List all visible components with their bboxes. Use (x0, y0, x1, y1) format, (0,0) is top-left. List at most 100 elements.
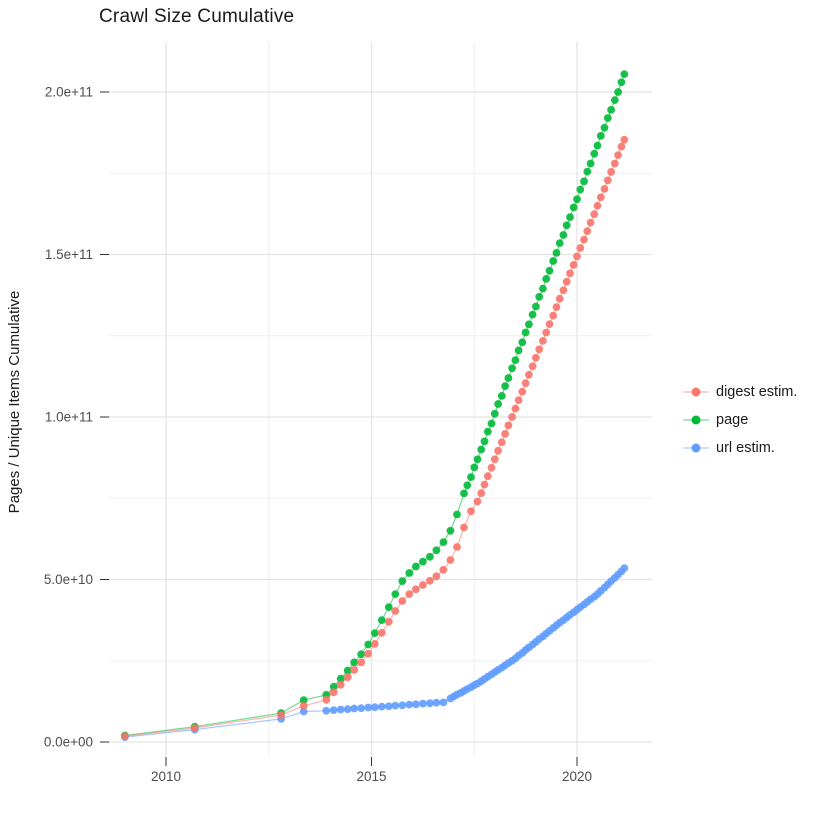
data-point (569, 261, 578, 269)
data-point (370, 629, 379, 637)
data-point (477, 445, 486, 454)
data-point (600, 123, 609, 132)
data-point (350, 666, 359, 674)
data-point (528, 310, 537, 319)
data-point (497, 392, 506, 400)
data-point (532, 353, 540, 362)
data-point (377, 628, 386, 637)
data-point (562, 277, 571, 286)
data-point (494, 446, 502, 455)
data-point (473, 497, 482, 506)
data-point (614, 151, 622, 160)
data-point (336, 680, 345, 689)
data-point (357, 658, 366, 667)
data-point (620, 70, 629, 78)
data-point (586, 159, 595, 168)
data-point (539, 284, 547, 293)
data-point (542, 275, 551, 283)
data-point (617, 142, 626, 151)
data-point (460, 523, 468, 532)
data-point (552, 249, 561, 257)
data-point (377, 616, 386, 624)
data-point (190, 724, 199, 732)
data-point (480, 437, 489, 446)
data-point (511, 404, 520, 413)
data-point (549, 257, 558, 265)
y-tick-label: 0.0e+00 (44, 735, 93, 750)
data-point (477, 489, 486, 497)
data-point (470, 463, 479, 472)
data-point (299, 707, 308, 716)
legend-item-url-estim: url estim. (682, 434, 797, 462)
data-point (586, 218, 595, 227)
data-point (607, 168, 615, 176)
data-point (364, 703, 373, 712)
data-point (576, 244, 585, 252)
data-point (487, 419, 496, 428)
data-point (370, 703, 379, 712)
data-point (446, 526, 455, 535)
y-tick-label: 2.0e+11 (45, 85, 93, 100)
series-line-digest-estim- (124, 139, 625, 737)
data-point (350, 704, 359, 713)
data-point (391, 701, 400, 710)
data-point (508, 364, 516, 373)
data-point (419, 581, 427, 589)
data-point (600, 185, 609, 193)
data-point (405, 569, 414, 577)
data-point (322, 706, 331, 715)
data-point (121, 732, 129, 740)
data-point (620, 564, 629, 572)
data-point (460, 489, 468, 498)
legend-item-digest-estim: digest estim. (682, 378, 797, 406)
data-point (583, 167, 592, 176)
data-point (384, 617, 393, 626)
data-point (569, 203, 578, 212)
data-point (518, 387, 527, 396)
legend-key-dot (691, 415, 701, 425)
data-point (559, 286, 568, 295)
data-point (535, 292, 544, 301)
legend-key-dot (691, 387, 701, 397)
data-point (521, 379, 530, 388)
data-point (607, 106, 615, 114)
data-point (277, 711, 285, 719)
y-tick-label: 1.5e+11 (45, 247, 93, 262)
legend: digest estim. page url estim. (682, 378, 797, 462)
data-point (426, 699, 434, 708)
x-tick-label: 2010 (151, 769, 181, 784)
legend-label: url estim. (716, 440, 775, 456)
data-point (549, 311, 558, 320)
data-point (596, 132, 605, 140)
data-point (514, 396, 523, 404)
data-point (501, 382, 509, 390)
series-line-url-estim- (124, 567, 625, 738)
data-point (398, 597, 407, 605)
data-point (497, 438, 506, 447)
x-tick-label: 2015 (356, 769, 386, 784)
data-point (535, 345, 544, 354)
data-point (432, 698, 441, 707)
data-point (467, 473, 475, 481)
data-point (473, 455, 482, 464)
data-point (603, 176, 612, 185)
data-point (508, 413, 516, 421)
data-point (343, 666, 352, 675)
data-point (483, 427, 492, 436)
data-point (329, 682, 338, 691)
data-point (590, 149, 599, 158)
data-point (573, 252, 581, 261)
data-point (504, 374, 513, 382)
legend-label: page (716, 412, 749, 428)
data-point (490, 455, 499, 464)
data-point (419, 557, 427, 566)
data-point (322, 695, 331, 704)
legend-key-dot (691, 443, 701, 453)
data-point (439, 538, 448, 546)
legend-key-icon (683, 443, 709, 453)
data-point (501, 430, 509, 438)
data-point (412, 585, 420, 594)
data-point (384, 702, 393, 711)
data-point (299, 696, 308, 704)
